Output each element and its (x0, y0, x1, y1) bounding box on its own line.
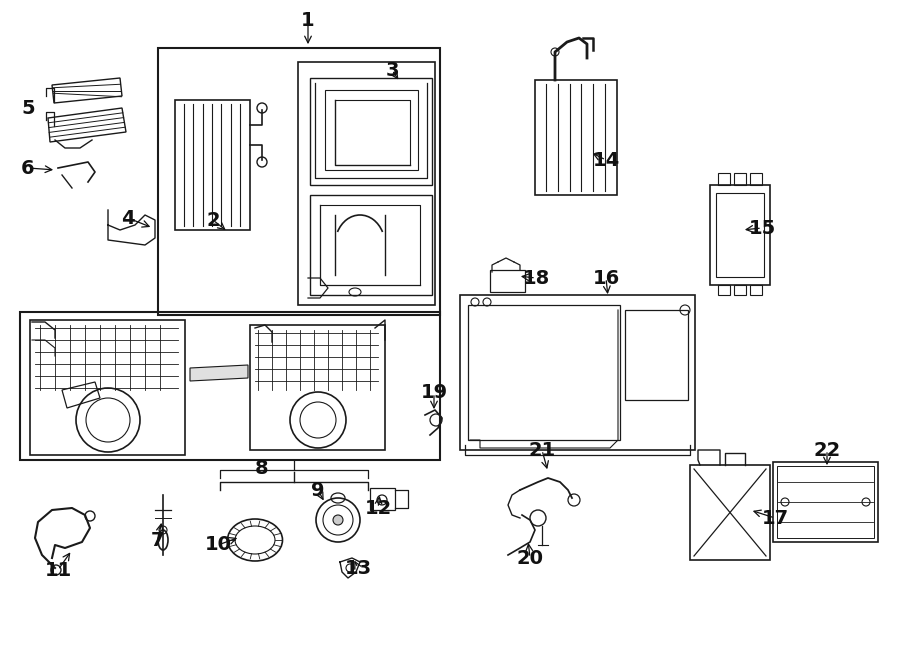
Text: 9: 9 (311, 481, 325, 500)
Bar (468, 305, 620, 440)
Text: 3: 3 (385, 61, 399, 79)
Bar (718, 173, 730, 185)
Bar (750, 285, 762, 295)
Circle shape (333, 515, 343, 525)
Bar (158, 48, 440, 315)
Text: 7: 7 (151, 531, 165, 549)
Polygon shape (190, 365, 248, 381)
Bar (625, 310, 688, 400)
Bar (325, 90, 418, 170)
Text: 18: 18 (522, 268, 550, 288)
Bar (690, 465, 770, 560)
Text: 17: 17 (761, 508, 788, 527)
Text: 15: 15 (749, 219, 776, 237)
Text: 19: 19 (420, 383, 447, 403)
Bar (535, 80, 617, 195)
Text: 8: 8 (256, 459, 269, 477)
Bar (298, 62, 435, 305)
Text: 6: 6 (22, 159, 35, 178)
Text: 1: 1 (302, 11, 315, 30)
Bar (310, 78, 432, 185)
Bar (718, 285, 730, 295)
Bar (490, 270, 525, 292)
Text: 16: 16 (592, 268, 619, 288)
Text: 13: 13 (345, 559, 372, 578)
Text: 11: 11 (44, 561, 72, 580)
Bar (734, 285, 746, 295)
Text: 20: 20 (517, 549, 544, 568)
Bar (20, 312, 440, 460)
Text: 21: 21 (528, 440, 555, 459)
Bar (250, 325, 385, 450)
Text: 2: 2 (206, 210, 220, 229)
Bar (750, 173, 762, 185)
Text: 14: 14 (592, 151, 619, 169)
Bar (175, 100, 250, 230)
Bar (734, 173, 746, 185)
Text: 22: 22 (814, 440, 841, 459)
Text: 10: 10 (204, 535, 231, 555)
Text: 4: 4 (122, 208, 135, 227)
Bar (30, 320, 185, 455)
Bar (710, 185, 770, 285)
Bar (716, 193, 764, 277)
Bar (777, 466, 874, 538)
Bar (310, 195, 432, 295)
Bar (370, 488, 395, 510)
Bar (460, 295, 695, 450)
Text: 12: 12 (364, 498, 392, 518)
Bar (773, 462, 878, 542)
Text: 5: 5 (22, 98, 35, 118)
